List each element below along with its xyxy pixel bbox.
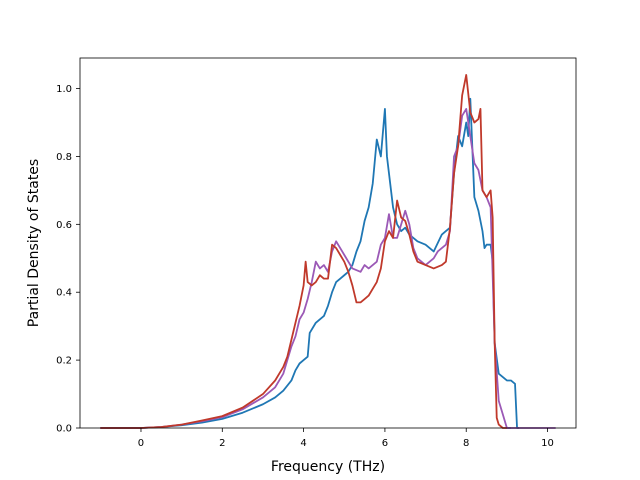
y-tick-label: 0.6 bbox=[56, 220, 72, 231]
x-tick-label: 6 bbox=[382, 438, 388, 449]
series-line-1 bbox=[100, 97, 520, 429]
plot-frame bbox=[79, 57, 577, 429]
x-tick-label: 10 bbox=[541, 438, 554, 449]
series-layer bbox=[100, 74, 556, 429]
x-tick-label: 2 bbox=[219, 438, 225, 449]
y-tick-label: 1.0 bbox=[56, 84, 72, 95]
y-tick-label: 0.2 bbox=[56, 356, 72, 367]
series-line-3 bbox=[100, 74, 507, 429]
y-tick-label: 0.4 bbox=[56, 288, 72, 299]
x-tick-label: 4 bbox=[300, 438, 306, 449]
y-tick-label: 0.0 bbox=[56, 424, 72, 435]
y-tick-label: 0.8 bbox=[56, 152, 72, 163]
x-axis-ticks: 0 2 4 6 8 10 bbox=[138, 428, 554, 449]
x-tick-label: 8 bbox=[463, 438, 469, 449]
x-tick-label: 0 bbox=[138, 438, 144, 449]
x-axis-label: Frequency (THz) bbox=[271, 459, 385, 475]
y-axis-ticks: 0.0 0.2 0.4 0.6 0.8 1.0 bbox=[56, 84, 80, 435]
series-line-2 bbox=[100, 108, 511, 429]
plot-area bbox=[80, 58, 576, 428]
y-axis-label: Partial Density of States bbox=[26, 159, 42, 327]
